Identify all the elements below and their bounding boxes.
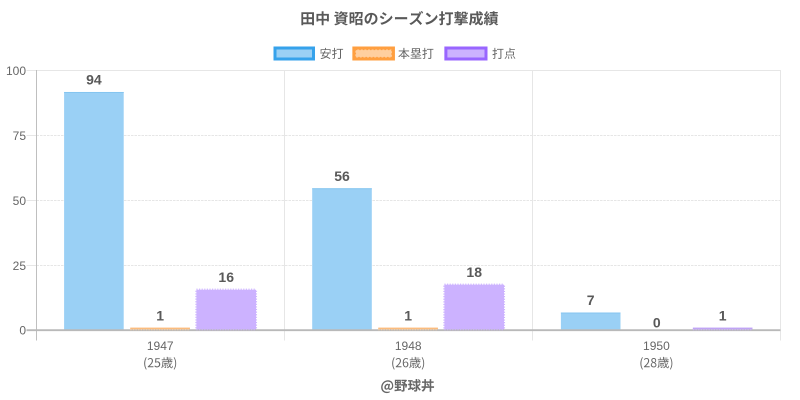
- svg-text:7: 7: [587, 292, 595, 308]
- svg-text:0: 0: [19, 323, 26, 337]
- svg-text:1: 1: [156, 307, 164, 323]
- svg-text:1947: 1947: [147, 339, 174, 353]
- svg-text:0: 0: [653, 314, 661, 330]
- svg-text:94: 94: [86, 72, 102, 88]
- svg-text:1950: 1950: [643, 339, 670, 353]
- svg-text:1: 1: [719, 307, 727, 323]
- svg-text:18: 18: [466, 264, 482, 280]
- svg-text:56: 56: [334, 168, 350, 184]
- svg-text:100: 100: [6, 64, 26, 78]
- svg-text:1948: 1948: [395, 339, 422, 353]
- svg-text:1: 1: [404, 307, 412, 323]
- svg-text:25: 25: [13, 259, 27, 273]
- svg-text:50: 50: [13, 194, 27, 208]
- svg-text:16: 16: [218, 269, 234, 285]
- svg-text:75: 75: [13, 129, 27, 143]
